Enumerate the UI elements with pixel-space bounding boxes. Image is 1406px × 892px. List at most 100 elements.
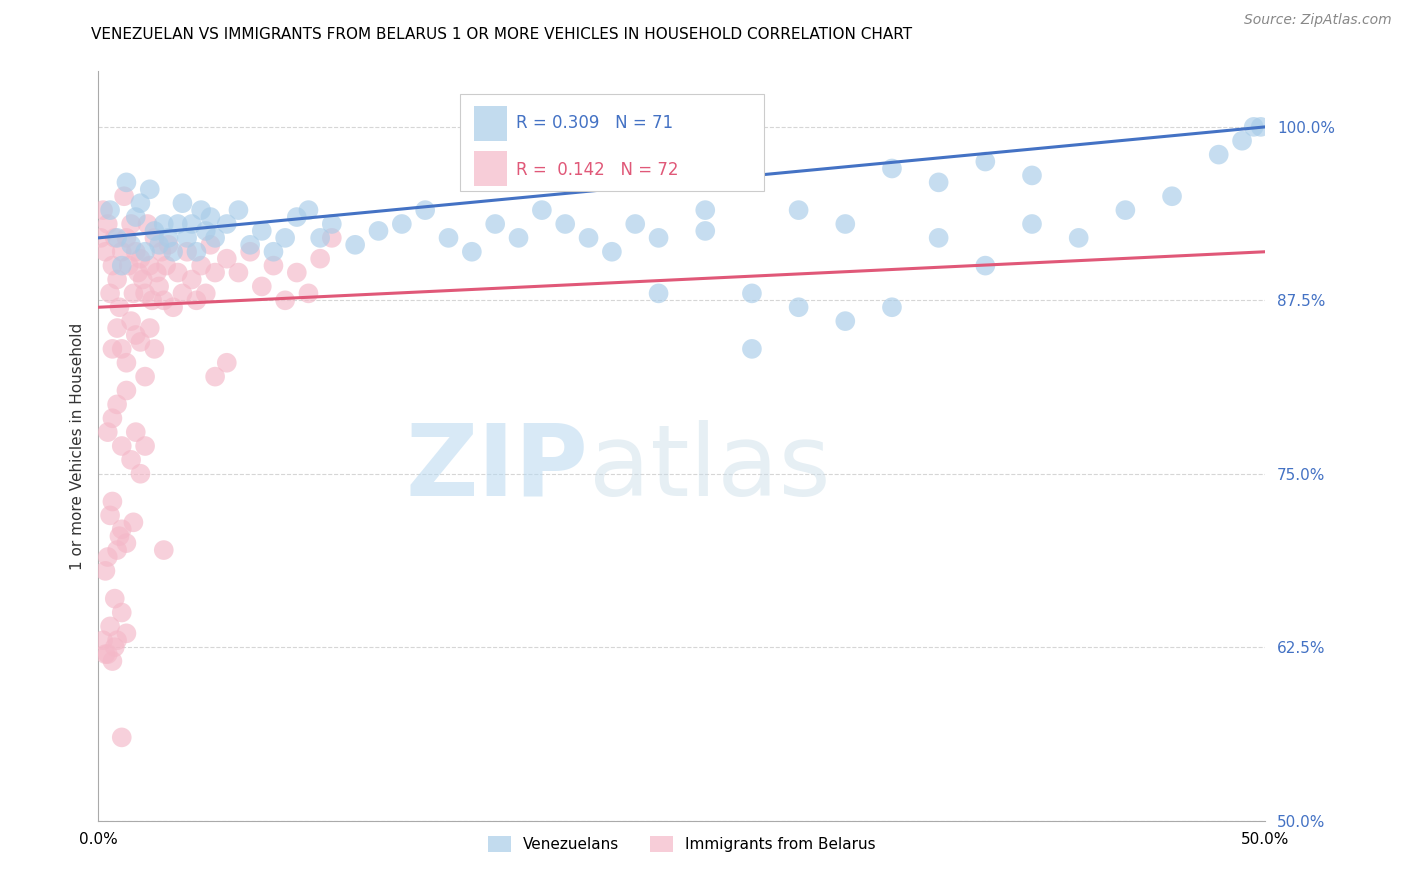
- Point: [115, 356, 138, 370]
- Point: [413, 203, 436, 218]
- Point: [215, 356, 238, 370]
- Point: [262, 259, 284, 273]
- Point: [250, 279, 273, 293]
- Point: [200, 210, 222, 224]
- Point: [180, 272, 202, 286]
- Point: [111, 342, 134, 356]
- Point: [146, 266, 169, 280]
- Point: [157, 231, 180, 245]
- Point: [125, 425, 148, 439]
- Point: [166, 266, 188, 280]
- Point: [285, 210, 308, 224]
- Point: [120, 237, 142, 252]
- Point: [134, 439, 156, 453]
- Point: [928, 231, 950, 245]
- Point: [1021, 217, 1043, 231]
- Point: [134, 286, 156, 301]
- Point: [1250, 120, 1272, 134]
- Point: [157, 237, 180, 252]
- Point: [139, 321, 162, 335]
- Point: [172, 196, 194, 211]
- Point: [1067, 231, 1090, 245]
- Point: [134, 244, 156, 259]
- Point: [578, 231, 600, 245]
- Point: [129, 252, 152, 266]
- Point: [97, 549, 120, 564]
- Point: [94, 244, 117, 259]
- Point: [204, 231, 226, 245]
- Point: [129, 467, 152, 481]
- Point: [152, 217, 174, 231]
- Point: [105, 272, 128, 286]
- Point: [111, 606, 134, 620]
- Point: [148, 279, 170, 293]
- Point: [554, 217, 576, 231]
- Point: [344, 237, 367, 252]
- Point: [787, 203, 810, 218]
- Point: [321, 217, 343, 231]
- Point: [111, 731, 134, 745]
- Point: [101, 654, 124, 668]
- Point: [1208, 147, 1230, 161]
- Point: [928, 175, 950, 189]
- Point: [741, 342, 763, 356]
- Point: [148, 237, 170, 252]
- Point: [162, 300, 184, 314]
- Text: Source: ZipAtlas.com: Source: ZipAtlas.com: [1244, 13, 1392, 28]
- Point: [391, 217, 413, 231]
- Point: [190, 259, 212, 273]
- Point: [1243, 120, 1265, 134]
- Point: [1114, 203, 1136, 218]
- Point: [105, 397, 128, 411]
- Point: [125, 328, 148, 343]
- Point: [98, 203, 121, 218]
- Point: [125, 210, 148, 224]
- Point: [974, 259, 997, 273]
- Point: [143, 231, 166, 245]
- Point: [111, 244, 134, 259]
- Point: [97, 647, 120, 661]
- Point: [150, 244, 173, 259]
- Point: [695, 224, 717, 238]
- Point: [695, 203, 717, 218]
- Point: [321, 231, 343, 245]
- Point: [104, 231, 127, 245]
- Point: [647, 286, 669, 301]
- Point: [101, 259, 124, 273]
- Point: [297, 203, 319, 218]
- Legend: Venezuelans, Immigrants from Belarus: Venezuelans, Immigrants from Belarus: [482, 830, 882, 858]
- Point: [437, 231, 460, 245]
- Point: [1230, 134, 1253, 148]
- Point: [129, 196, 152, 211]
- Text: atlas: atlas: [589, 420, 830, 517]
- Point: [624, 217, 647, 231]
- Point: [125, 244, 148, 259]
- Point: [309, 252, 332, 266]
- Point: [136, 217, 159, 231]
- Point: [139, 259, 162, 273]
- Point: [143, 224, 166, 238]
- Point: [104, 591, 127, 606]
- Point: [91, 203, 114, 218]
- Point: [1021, 169, 1043, 183]
- Point: [91, 633, 114, 648]
- Point: [127, 266, 149, 280]
- Point: [880, 161, 903, 176]
- Point: [204, 266, 226, 280]
- Point: [108, 529, 131, 543]
- Point: [97, 425, 120, 439]
- Point: [176, 231, 198, 245]
- Point: [200, 237, 222, 252]
- Point: [115, 536, 138, 550]
- Point: [215, 252, 238, 266]
- Point: [111, 522, 134, 536]
- Point: [186, 293, 208, 308]
- Point: [262, 244, 284, 259]
- Point: [297, 286, 319, 301]
- Point: [190, 203, 212, 218]
- Point: [166, 217, 188, 231]
- Point: [115, 626, 138, 640]
- Point: [105, 633, 128, 648]
- Point: [834, 314, 856, 328]
- Point: [98, 619, 121, 633]
